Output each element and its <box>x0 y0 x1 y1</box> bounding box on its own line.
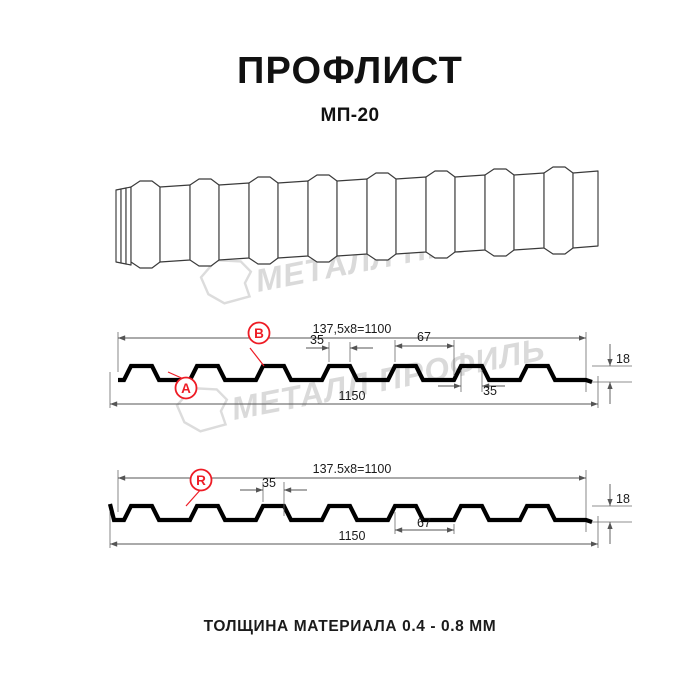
callout-b: B <box>247 321 271 367</box>
isometric-sheet-view <box>115 166 599 269</box>
callout-a-label: A <box>181 381 191 396</box>
dimension-35-bottom-label: 35 <box>262 476 276 490</box>
callout-a: A <box>167 371 198 400</box>
dimension-height-back: 18 <box>592 484 632 544</box>
dimension-height-front: 18 <box>592 344 632 404</box>
dimension-valley-front: 67 <box>394 330 455 376</box>
callout-b-label: B <box>254 326 264 341</box>
page-title: ПРОФЛИСТ <box>237 50 463 92</box>
dimension-67-top-label: 67 <box>417 330 431 344</box>
dimension-pitch-top-label: 137,5x8=1100 <box>313 322 392 336</box>
dimension-67-bottom-label: 67 <box>417 516 431 530</box>
dimension-pitch-bottom-label: 137.5x8=1100 <box>313 462 392 476</box>
product-model-label: МП-20 <box>320 105 380 126</box>
callout-r-label: R <box>196 473 206 488</box>
dimension-pitch-top: 137,5x8=1100 <box>118 322 586 341</box>
watermark-logo-icon <box>199 258 253 305</box>
dimension-18-top-label: 18 <box>616 352 630 366</box>
dimension-overall-top: 1150 <box>110 389 598 407</box>
dimension-18-bottom-label: 18 <box>616 492 630 506</box>
dimension-valley-back: 67 <box>394 512 455 534</box>
dimension-rib-top-back: 35 <box>240 476 307 516</box>
callout-r: R <box>185 468 213 507</box>
cross-section-back: 137.5x8=1100 1150 35 67 <box>107 462 632 548</box>
dimension-overall-bottom: 1150 <box>110 529 598 547</box>
profile-waveform-back <box>107 503 593 524</box>
dimension-35-lower-front: 35 <box>438 370 505 398</box>
dimension-overall-bottom-label: 1150 <box>339 529 366 543</box>
page-header: ПРОФЛИСТ МП-20 <box>0 52 700 125</box>
watermark-lower: МЕТАЛЛ ПРОФИЛЬ <box>175 331 548 433</box>
material-thickness-caption: ТОЛЩИНА МАТЕРИАЛА 0.4 - 0.8 ММ <box>203 618 497 635</box>
cross-section-front: 137,5x8=1100 1150 35 67 <box>109 321 632 408</box>
dimension-overall-top-label: 1150 <box>339 389 366 403</box>
watermark-logo-icon-2 <box>175 386 229 433</box>
dimension-rib-top-front: 35 <box>306 333 373 362</box>
dimension-35-lower-top-label: 35 <box>483 384 497 398</box>
dimension-35-top-label: 35 <box>310 333 324 347</box>
dimension-pitch-bottom: 137.5x8=1100 <box>118 462 586 481</box>
